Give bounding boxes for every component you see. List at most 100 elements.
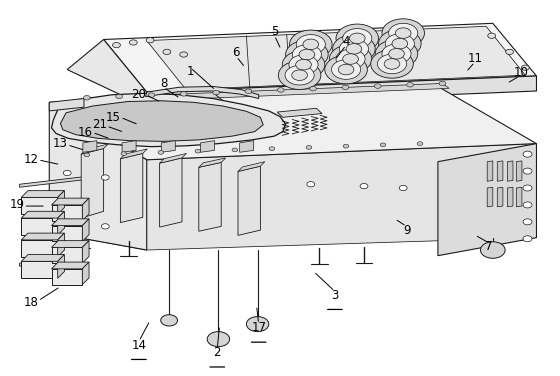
Polygon shape xyxy=(49,144,536,250)
Polygon shape xyxy=(52,205,82,221)
Circle shape xyxy=(129,40,137,45)
Polygon shape xyxy=(21,255,64,261)
Circle shape xyxy=(506,49,514,55)
Text: 14: 14 xyxy=(132,339,146,352)
Polygon shape xyxy=(83,141,97,152)
Circle shape xyxy=(521,65,529,70)
Polygon shape xyxy=(238,166,260,235)
Circle shape xyxy=(343,144,349,148)
Text: 9: 9 xyxy=(403,224,410,237)
Circle shape xyxy=(343,54,358,64)
Polygon shape xyxy=(49,99,84,111)
Polygon shape xyxy=(20,256,84,266)
Circle shape xyxy=(384,59,400,69)
Polygon shape xyxy=(487,161,493,181)
Circle shape xyxy=(148,93,155,97)
Polygon shape xyxy=(507,187,513,207)
Circle shape xyxy=(289,55,318,74)
Polygon shape xyxy=(60,101,263,141)
Polygon shape xyxy=(21,191,64,197)
Polygon shape xyxy=(21,211,64,218)
Circle shape xyxy=(407,82,413,87)
Circle shape xyxy=(380,143,386,147)
Circle shape xyxy=(84,153,90,157)
Circle shape xyxy=(338,64,354,75)
Circle shape xyxy=(343,29,372,48)
Circle shape xyxy=(523,168,532,174)
Circle shape xyxy=(161,315,178,326)
Polygon shape xyxy=(497,161,503,181)
Polygon shape xyxy=(238,162,265,171)
Circle shape xyxy=(207,332,230,347)
Circle shape xyxy=(278,61,321,89)
Text: 13: 13 xyxy=(53,137,68,150)
Circle shape xyxy=(269,147,275,150)
Polygon shape xyxy=(52,219,89,226)
Circle shape xyxy=(349,33,365,44)
Text: 17: 17 xyxy=(251,321,266,334)
Circle shape xyxy=(346,44,362,54)
Circle shape xyxy=(158,150,164,154)
Circle shape xyxy=(342,85,349,89)
Text: 15: 15 xyxy=(106,111,120,124)
Text: 5: 5 xyxy=(270,26,278,38)
Text: 11: 11 xyxy=(468,52,482,65)
Polygon shape xyxy=(147,76,536,107)
Polygon shape xyxy=(516,161,522,181)
Polygon shape xyxy=(49,86,536,160)
Polygon shape xyxy=(199,162,221,231)
Circle shape xyxy=(382,19,424,47)
Circle shape xyxy=(299,49,315,60)
Circle shape xyxy=(232,148,237,152)
Text: 12: 12 xyxy=(24,153,38,166)
Text: 20: 20 xyxy=(132,88,146,101)
Text: 16: 16 xyxy=(78,126,92,139)
Circle shape xyxy=(375,39,418,68)
Circle shape xyxy=(329,45,372,73)
Polygon shape xyxy=(21,261,58,278)
Circle shape xyxy=(389,23,418,43)
Polygon shape xyxy=(52,269,82,285)
Polygon shape xyxy=(82,219,89,241)
Polygon shape xyxy=(21,197,58,214)
Circle shape xyxy=(121,152,127,156)
Circle shape xyxy=(389,49,404,59)
Circle shape xyxy=(113,42,120,48)
Text: 1: 1 xyxy=(186,65,194,78)
Circle shape xyxy=(439,81,446,86)
Circle shape xyxy=(339,39,368,59)
Polygon shape xyxy=(81,149,104,218)
Polygon shape xyxy=(146,86,259,99)
Circle shape xyxy=(480,242,505,258)
Text: 7: 7 xyxy=(484,240,492,253)
Circle shape xyxy=(523,202,532,208)
Circle shape xyxy=(101,175,109,180)
Circle shape xyxy=(282,50,325,79)
Polygon shape xyxy=(122,141,136,152)
Polygon shape xyxy=(21,218,58,235)
Polygon shape xyxy=(120,149,147,159)
Polygon shape xyxy=(52,262,89,269)
Text: 2: 2 xyxy=(213,346,221,359)
Polygon shape xyxy=(160,153,186,163)
Polygon shape xyxy=(438,144,536,256)
Circle shape xyxy=(360,183,368,189)
Circle shape xyxy=(286,40,328,69)
Polygon shape xyxy=(497,187,503,207)
Polygon shape xyxy=(52,198,89,205)
Text: 18: 18 xyxy=(24,296,38,309)
Polygon shape xyxy=(52,226,82,241)
Polygon shape xyxy=(87,83,449,103)
Polygon shape xyxy=(82,241,89,263)
Polygon shape xyxy=(487,187,493,207)
Circle shape xyxy=(382,44,411,64)
Circle shape xyxy=(377,54,407,74)
Circle shape xyxy=(163,49,171,55)
Polygon shape xyxy=(200,141,214,152)
Circle shape xyxy=(213,90,220,95)
Circle shape xyxy=(245,89,252,94)
Circle shape xyxy=(306,146,312,149)
Circle shape xyxy=(277,88,284,92)
Text: 6: 6 xyxy=(232,46,240,59)
Circle shape xyxy=(63,219,71,224)
